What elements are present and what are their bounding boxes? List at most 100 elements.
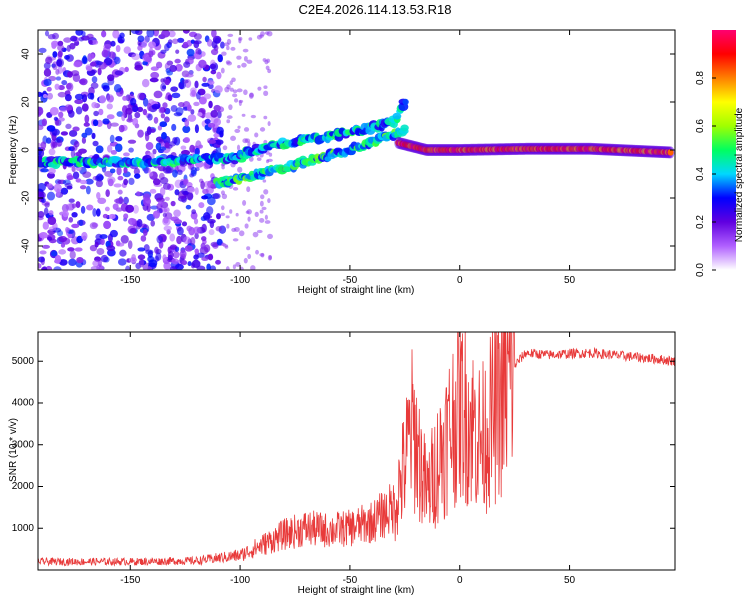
- heatmap-cell: [115, 197, 125, 205]
- heatmap-cell: [43, 68, 52, 77]
- heatmap-cell: [266, 30, 273, 37]
- heatmap-cell: [171, 123, 177, 132]
- heatmap-cell: [71, 223, 80, 229]
- heatmap-cell: [162, 183, 171, 190]
- heatmap-cell: [164, 78, 171, 86]
- heatmap-cell: [247, 216, 251, 222]
- heatmap-cell: [232, 238, 239, 242]
- heatmap-cell: [158, 106, 165, 114]
- heatmap-cell: [247, 253, 252, 260]
- heatmap-cell: [176, 235, 182, 245]
- heatmap-cell: [58, 85, 65, 91]
- heatmap-cell: [130, 30, 140, 35]
- heatmap-cell: [243, 55, 248, 62]
- heatmap-cell: [94, 241, 99, 248]
- heatmap-cell: [150, 128, 156, 133]
- heatmap-cell: [179, 249, 187, 259]
- heatmap-cell: [156, 235, 163, 244]
- heatmap-cell: [133, 167, 140, 176]
- heatmap-cell: [226, 38, 232, 45]
- heatmap-cell: [175, 49, 180, 54]
- heatmap-cell: [236, 88, 243, 93]
- heatmap-cell: [46, 92, 54, 100]
- heatmap-cell: [38, 91, 43, 98]
- heatmap-cell: [266, 58, 270, 63]
- heatmap-cell: [169, 266, 178, 270]
- heatmap-cell: [93, 110, 99, 117]
- heatmap-cell: [99, 234, 108, 239]
- heatmap-cell: [206, 39, 213, 47]
- heatmap-cell: [107, 74, 115, 82]
- heatmap-cell: [194, 248, 199, 254]
- heatmap-cell: [261, 206, 267, 211]
- heatmap-cell: [76, 235, 84, 244]
- x-tick-label: 0: [457, 275, 463, 286]
- heatmap-cell: [102, 213, 109, 219]
- heatmap-cell: [38, 211, 45, 218]
- heatmap-cell: [256, 229, 263, 234]
- heatmap-cell: [242, 138, 249, 144]
- heatmap-cell: [38, 263, 42, 269]
- heatmap-cell: [203, 93, 212, 100]
- heatmap-cell: [148, 41, 156, 49]
- heatmap-cell: [174, 189, 180, 196]
- heatmap-cell: [214, 37, 221, 44]
- heatmap-cell: [140, 235, 147, 242]
- heatmap-cell: [248, 92, 254, 99]
- heatmap-cell: [127, 139, 137, 144]
- heatmap-cell: [81, 103, 89, 112]
- heatmap-cell: [159, 146, 167, 151]
- heatmap-cell: [197, 112, 203, 117]
- heatmap-cell: [127, 240, 133, 250]
- heatmap-cell: [185, 73, 194, 78]
- heatmap-cell: [174, 263, 184, 270]
- heatmap-cell: [85, 185, 91, 195]
- heatmap-cell: [110, 122, 119, 127]
- heatmap-cell: [104, 206, 110, 212]
- heatmap-cell: [79, 179, 88, 185]
- heatmap-cell: [65, 83, 72, 90]
- heatmap-cell: [78, 219, 84, 226]
- heatmap-cell: [241, 62, 247, 68]
- heatmap-cell: [108, 213, 116, 220]
- heatmap-cell: [54, 83, 60, 91]
- heatmap-cell: [105, 189, 110, 198]
- heatmap-cell: [57, 50, 63, 58]
- heatmap-cell: [161, 131, 167, 140]
- heatmap-cell: [38, 147, 43, 156]
- spectrogram-ylabel: Frequency (Hz): [8, 116, 19, 185]
- heatmap-cell: [182, 125, 191, 134]
- heatmap-cell: [106, 245, 116, 252]
- heatmap-cell: [117, 258, 127, 266]
- heatmap-cell: [124, 66, 129, 73]
- heatmap-cell: [145, 142, 154, 151]
- heatmap-cell: [146, 213, 156, 221]
- heatmap-cell: [246, 186, 251, 193]
- heatmap-cell: [125, 204, 135, 213]
- heatmap-cell: [189, 144, 195, 153]
- heatmap-cell: [48, 210, 54, 216]
- heatmap-cell: [74, 93, 84, 100]
- x-tick-label: -150: [120, 275, 140, 286]
- heatmap-cell: [98, 174, 104, 181]
- heatmap-cell: [54, 254, 62, 264]
- colorbar-tick-label: 0.4: [695, 167, 706, 181]
- heatmap-cell: [70, 149, 76, 158]
- heatmap-cell: [134, 111, 141, 119]
- y-tick-label: -20: [21, 190, 32, 205]
- heatmap-cell: [76, 256, 84, 264]
- heatmap-cell: [175, 63, 183, 72]
- heatmap-cell: [230, 46, 236, 51]
- snr-ylabel: SNR (10 * v/v): [8, 418, 19, 482]
- heatmap-cell: [149, 188, 157, 194]
- heatmap-cell: [38, 182, 46, 192]
- heatmap-cell: [222, 145, 228, 151]
- heatmap-cell: [259, 209, 264, 214]
- heatmap-cell: [137, 106, 144, 113]
- heatmap-cell: [182, 41, 189, 48]
- heatmap-cell: [92, 140, 99, 147]
- heatmap-cell: [95, 179, 103, 188]
- heatmap-cell: [39, 232, 48, 239]
- y-tick-label: -40: [21, 238, 32, 253]
- heatmap-cell: [167, 39, 173, 45]
